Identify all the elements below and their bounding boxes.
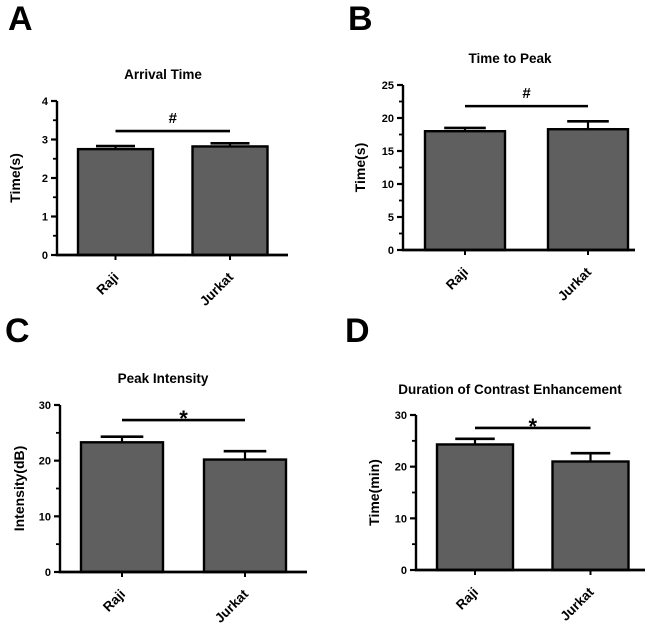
y-tick-label: 5 <box>388 212 394 224</box>
significance-symbol: # <box>169 110 178 127</box>
y-axis-label: Time(s) <box>352 143 368 193</box>
panel-c: C Raji Jurkat 0 10 20 30 * Peak Intensity Intens… <box>0 312 325 625</box>
arrival-time-chart: Raji Jurkat 0 1 2 3 4 # Arrival Time Time(s) <box>7 67 288 309</box>
y-tick-label: 15 <box>382 146 394 158</box>
peak-intensity-chart: Raji Jurkat 0 10 20 30 * Peak Intensity Intensit… <box>11 371 307 625</box>
duration-contrast-enhancement-chart: Raji Jurkat 0 10 20 30 * Duration of Contrast E… <box>366 382 645 624</box>
y-tick-label: 10 <box>395 513 407 525</box>
y-tick-label: 20 <box>39 456 51 468</box>
y-axis-label: Time(s) <box>7 153 23 203</box>
x-category-label-raji: Raji <box>100 587 128 615</box>
y-tick-label: 10 <box>382 179 394 191</box>
chart-title: Arrival Time <box>124 67 202 82</box>
x-category-label-jurkat: Jurkat <box>212 586 252 625</box>
y-tick-label: 4 <box>42 96 49 108</box>
y-tick-label: 20 <box>395 462 407 474</box>
x-category-label-raji: Raji <box>94 270 122 298</box>
chart-title: Time to Peak <box>468 51 552 66</box>
time-to-peak-chart: Raji Jurkat 0 5 10 15 20 25 # Time to Peak Time(s) <box>352 51 635 304</box>
significance-symbol: # <box>522 85 531 102</box>
y-tick-label: 0 <box>42 250 48 262</box>
chart-title: Peak Intensity <box>118 371 209 386</box>
panel-d: D Raji Jurkat 0 10 20 30 * Duration of Contrast… <box>325 312 650 625</box>
panel-letter-a: A <box>8 0 33 38</box>
y-tick-label: 0 <box>401 565 407 577</box>
bar-raji <box>435 443 515 572</box>
y-tick-label: 30 <box>395 410 407 422</box>
y-tick-label: 2 <box>42 173 48 185</box>
x-category-label-raji: Raji <box>453 585 481 613</box>
bar-jurkat <box>202 458 288 574</box>
y-tick-label: 0 <box>45 567 51 579</box>
panel-letter-b: B <box>348 0 373 38</box>
bar-jurkat <box>551 460 630 572</box>
bar-raji <box>423 129 507 252</box>
bar-raji <box>76 147 155 257</box>
x-category-label-raji: Raji <box>443 265 471 293</box>
panel-letter-d: D <box>345 312 370 350</box>
x-category-label-jurkat: Jurkat <box>557 584 597 624</box>
panel-a: A Raji Jurkat 0 1 2 3 4 # Arrival Time Time(s) <box>0 0 325 313</box>
bar-raji <box>79 441 165 574</box>
y-tick-label: 1 <box>42 212 48 224</box>
bar-jurkat <box>546 128 630 252</box>
x-category-label-jurkat: Jurkat <box>555 264 595 304</box>
y-axis-label: Time(min) <box>366 459 382 526</box>
y-tick-label: 25 <box>382 80 394 92</box>
panel-b: B Raji Jurkat 0 5 10 15 20 25 # Time to Peak Time(… <box>325 0 650 313</box>
panel-letter-c: C <box>5 312 30 350</box>
chart-title: Duration of Contrast Enhancement <box>398 382 622 397</box>
bar-jurkat <box>191 145 269 257</box>
y-tick-label: 0 <box>388 245 394 257</box>
y-tick-label: 10 <box>39 511 51 523</box>
y-axis-label: Intensity(dB) <box>11 446 27 532</box>
y-tick-label: 20 <box>382 113 394 125</box>
y-tick-label: 30 <box>39 400 51 412</box>
significance-symbol: * <box>179 406 188 431</box>
y-tick-label: 3 <box>42 135 48 147</box>
x-category-label-jurkat: Jurkat <box>197 269 237 309</box>
significance-symbol: * <box>528 414 537 439</box>
